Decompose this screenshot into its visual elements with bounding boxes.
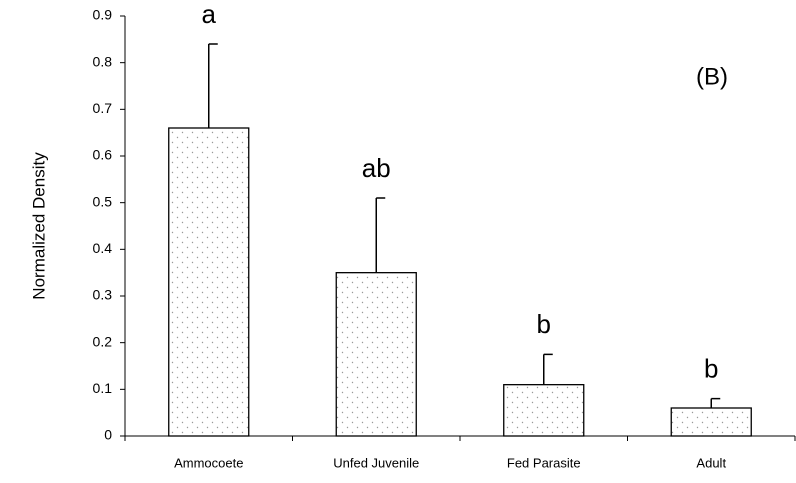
error-bar	[543, 353, 553, 385]
x-tick-label: Ammocoete	[174, 455, 243, 470]
panel-label: (B)	[696, 63, 728, 90]
x-tick-label: Adult	[696, 455, 726, 470]
x-tick-label: Unfed Juvenile	[333, 455, 419, 470]
error-bar	[208, 43, 218, 128]
y-tick-label: 0.6	[93, 147, 113, 163]
y-axis-label: Normalized Density	[29, 152, 48, 300]
y-tick-label: 0.1	[93, 380, 113, 396]
x-tick-label: Fed Parasite	[507, 455, 581, 470]
bar	[503, 384, 585, 437]
group-label: b	[704, 354, 718, 384]
y-tick-label: 0.8	[93, 53, 113, 69]
y-tick-label: 0.3	[93, 287, 113, 303]
bar	[335, 272, 417, 437]
y-tick-label: 0.4	[93, 240, 113, 256]
y-tick-label: 0.5	[93, 193, 113, 209]
error-bar	[375, 197, 386, 273]
group-label: ab	[362, 153, 391, 183]
bar	[670, 407, 752, 437]
group-label: a	[202, 0, 217, 29]
y-tick-label: 0	[104, 427, 112, 443]
group-label: b	[537, 309, 551, 339]
bar	[168, 127, 250, 437]
y-tick-label: 0.9	[93, 7, 113, 23]
y-tick-label: 0.7	[93, 100, 113, 116]
y-tick-label: 0.2	[93, 333, 113, 349]
error-bar	[710, 397, 721, 408]
